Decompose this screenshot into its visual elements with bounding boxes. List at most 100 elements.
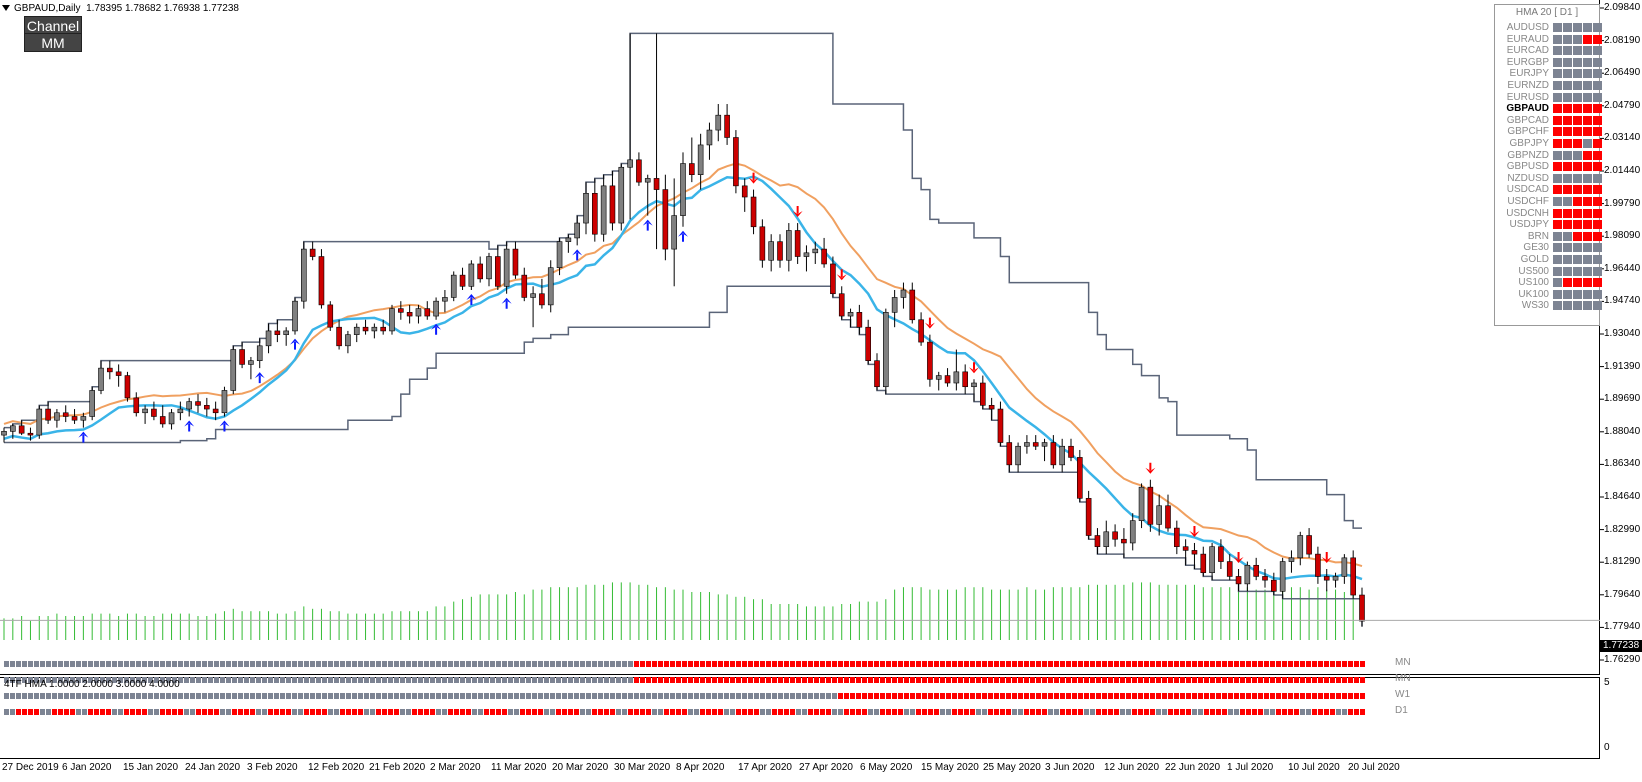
hma-panel-row[interactable]: EURGBP: [1497, 57, 1602, 69]
candle-body: [838, 293, 845, 317]
tf-cell: [208, 709, 213, 715]
tf-cell: [394, 661, 399, 667]
candle-body: [547, 267, 554, 306]
tf-cell: [580, 661, 585, 667]
tf-cell: [556, 661, 561, 667]
tf-cell: [136, 709, 141, 715]
tf-cell: [976, 677, 981, 683]
tf-cell: [1072, 693, 1077, 699]
candle-body: [239, 349, 245, 365]
hma-panel-row[interactable]: NZDUSD: [1497, 173, 1602, 185]
tf-cell: [892, 709, 897, 715]
hma-panel-row[interactable]: BRN: [1497, 231, 1602, 243]
hma-panel-row[interactable]: EURJPY: [1497, 68, 1602, 80]
hma-panel-row[interactable]: WS30: [1497, 300, 1602, 312]
hma-panel-row[interactable]: GE30: [1497, 242, 1602, 254]
date-axis-label: 12 Feb 2020: [308, 762, 365, 773]
hma-panel-row[interactable]: US100: [1497, 277, 1602, 289]
hma-panel-row[interactable]: UK100: [1497, 289, 1602, 301]
tf-cell: [484, 677, 489, 683]
tf-cell: [28, 693, 33, 699]
tf-cell: [298, 661, 303, 667]
tf-cell: [712, 661, 717, 667]
tf-cell: [112, 693, 117, 699]
tf-cell: [568, 677, 573, 683]
collapse-triangle-icon[interactable]: [2, 5, 10, 12]
tf-cell: [1258, 693, 1263, 699]
tf-cell: [604, 693, 609, 699]
candle-body: [935, 375, 942, 380]
tf-cell: [244, 677, 249, 683]
hma-panel-row[interactable]: USDCAD: [1497, 184, 1602, 196]
hma-panel-row[interactable]: EURNZD: [1497, 80, 1602, 92]
tf-cell: [160, 677, 165, 683]
hma-panel-row[interactable]: EURAUD: [1497, 34, 1602, 46]
tf-cell: [940, 677, 945, 683]
tf-cell: [1054, 661, 1059, 667]
hma-symbol-label: GOLD: [1520, 254, 1549, 265]
tf-cell: [346, 693, 351, 699]
hma-panel-row[interactable]: GBPCAD: [1497, 115, 1602, 127]
tf-cell: [826, 693, 831, 699]
date-axis-label: 27 Dec 2019: [2, 762, 59, 773]
tf-cell: [418, 661, 423, 667]
tf-cell: [856, 693, 861, 699]
tf-cell: [1042, 709, 1047, 715]
buy-arrow-icon: [78, 431, 89, 443]
hma-panel-row[interactable]: EURUSD: [1497, 92, 1602, 104]
tf-cell: [1246, 661, 1251, 667]
hma-panel-row[interactable]: GBPAUD: [1497, 103, 1602, 115]
hma-status-cell: [1593, 46, 1602, 56]
main-chart-pane[interactable]: [0, 0, 1600, 675]
hma-panel-row[interactable]: EURCAD: [1497, 45, 1602, 57]
tf-cell: [34, 693, 39, 699]
hma-panel-row[interactable]: GBPCHF: [1497, 126, 1602, 138]
tf-cell: [1114, 693, 1119, 699]
tf-cell: [898, 677, 903, 683]
candle-body: [1006, 442, 1013, 466]
tf-cell: [340, 709, 345, 715]
tf-cell: [1306, 677, 1311, 683]
tf-cell: [634, 709, 639, 715]
tf-cell: [1318, 709, 1323, 715]
tf-cell: [838, 709, 843, 715]
hma-panel-row[interactable]: USDCHF: [1497, 196, 1602, 208]
candle-body: [909, 289, 916, 321]
tf-cell: [646, 709, 651, 715]
tf-cell: [490, 693, 495, 699]
tf-cell: [328, 709, 333, 715]
tf-cell: [310, 709, 315, 715]
hma-panel-row[interactable]: GOLD: [1497, 254, 1602, 266]
tf-cell: [784, 661, 789, 667]
hma-panel-row[interactable]: GBPUSD: [1497, 161, 1602, 173]
hma-status-cell: [1573, 57, 1582, 67]
tf-cell: [556, 677, 561, 683]
hma-panel-row[interactable]: USDCNH: [1497, 208, 1602, 220]
channel-button[interactable]: Channel: [24, 16, 82, 35]
hma-panel-row[interactable]: US500: [1497, 266, 1602, 278]
hma-panel-row[interactable]: GBPNZD: [1497, 150, 1602, 162]
tf-cell: [1108, 661, 1113, 667]
tf-cell: [1288, 677, 1293, 683]
tf-cell: [928, 661, 933, 667]
tf-cell: [1216, 677, 1221, 683]
tf-cell: [16, 693, 21, 699]
tf-cell: [172, 661, 177, 667]
tf-cell: [184, 709, 189, 715]
mm-button[interactable]: MM: [24, 33, 82, 52]
tf-cell: [484, 693, 489, 699]
buy-arrow-icon: [254, 372, 265, 384]
candle-body: [54, 412, 60, 421]
tf-cell: [910, 677, 915, 683]
tf-cell: [412, 709, 417, 715]
tf-cell: [226, 709, 231, 715]
price-axis-label: 1.82990: [1604, 523, 1641, 535]
price-axis-label: 1.88040: [1604, 425, 1641, 437]
hma-panel-row[interactable]: USDJPY: [1497, 219, 1602, 231]
tf-cell: [1264, 693, 1269, 699]
hma-panel-row[interactable]: AUDUSD: [1497, 22, 1602, 34]
hma-status-cell: [1563, 220, 1572, 230]
hma-panel-row[interactable]: GBPJPY: [1497, 138, 1602, 150]
tf-cell: [304, 709, 309, 715]
tf-cell: [1204, 709, 1209, 715]
